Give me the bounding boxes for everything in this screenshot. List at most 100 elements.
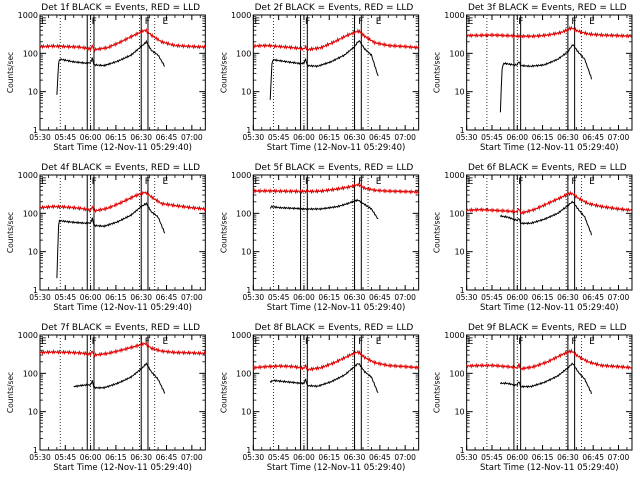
y-tick-label: 10 [28, 88, 38, 97]
time-marker-F: F [145, 177, 150, 187]
plot-frame [252, 334, 420, 451]
y-tick-label: 1 [460, 446, 465, 455]
time-marker-E: E [376, 17, 382, 27]
time-marker-F: F [305, 177, 310, 187]
time-marker-F: F [571, 17, 576, 27]
time-marker-E: E [41, 17, 47, 27]
time-marker-F: F [571, 337, 576, 347]
x-tick-label: 06:00 [80, 453, 102, 462]
time-marker-F: F [305, 337, 310, 347]
plot-frame [466, 14, 633, 131]
y-tick-label: 10 [454, 88, 464, 97]
flare-window-band [567, 174, 576, 291]
x-tick-label: 06:45 [582, 453, 604, 462]
y-tick-label: 1000 [18, 331, 38, 340]
x-axis-label: Start Time (12-Nov-11 05:29:40) [53, 143, 192, 153]
y-tick-label: 10 [28, 248, 38, 257]
time-marker-E: E [254, 337, 260, 347]
y-tick-label: 10 [241, 88, 251, 97]
events-series-line [56, 201, 166, 279]
panel-title: Det 5f BLACK = Events, RED = LLD [255, 163, 414, 173]
y-tick-label: 1 [33, 126, 38, 135]
x-tick-label: 06:15 [318, 453, 340, 462]
plot-frame [466, 334, 633, 451]
y-axis-label: Counts/sec [219, 52, 228, 93]
x-axis-label: Start Time (12-Nov-11 05:29:40) [267, 143, 406, 153]
time-marker-F: F [305, 17, 310, 27]
y-tick-label: 100 [449, 209, 464, 218]
y-tick-label: 10 [454, 248, 464, 257]
lld-series-line [252, 349, 420, 372]
y-tick-label: 1 [246, 446, 251, 455]
x-tick-label: 06:15 [318, 133, 340, 142]
y-tick-label: 100 [449, 49, 464, 58]
x-tick-label: 06:30 [130, 293, 152, 302]
x-tick-label: 07:00 [181, 293, 203, 302]
panel-det-4: Det 4f BLACK = Events, RED = LLD 1 10 100 10… [6, 163, 206, 313]
x-tick-label: 06:45 [582, 133, 604, 142]
x-tick-label: 06:45 [582, 293, 604, 302]
x-tick-label: 06:30 [344, 133, 366, 142]
y-tick-label: 1000 [444, 331, 464, 340]
lld-series-line [252, 28, 419, 52]
plot-frame [252, 14, 420, 131]
time-marker-E: E [41, 337, 47, 347]
y-tick-label: 100 [236, 49, 251, 58]
x-tick-label: 05:30 [29, 453, 51, 462]
y-tick-label: 1 [33, 286, 38, 295]
x-axis-label: Start Time (12-Nov-11 05:29:40) [267, 463, 406, 473]
panel-title: Det 8f BLACK = Events, RED = LLD [255, 323, 414, 333]
lld-series-line [252, 182, 420, 195]
time-marker-E: E [162, 337, 168, 347]
x-tick-label: 07:00 [394, 293, 416, 302]
y-axis-label: Counts/sec [219, 212, 228, 253]
x-tick-label: 06:00 [293, 293, 315, 302]
x-axis-label: Start Time (12-Nov-11 05:29:40) [267, 303, 406, 313]
y-axis-label: Counts/sec [219, 372, 228, 413]
x-tick-label: 05:45 [481, 293, 503, 302]
x-tick-label: 06:15 [532, 133, 554, 142]
x-tick-label: 06:30 [557, 453, 579, 462]
x-axis-label: Start Time (12-Nov-11 05:29:40) [480, 463, 619, 473]
time-marker-E: E [376, 337, 382, 347]
lld-series-line [39, 341, 206, 358]
x-axis-label: Start Time (12-Nov-11 05:29:40) [480, 303, 619, 313]
time-marker-E: E [254, 17, 260, 27]
x-tick-label: 06:15 [532, 293, 554, 302]
y-tick-label: 100 [23, 49, 38, 58]
x-tick-label: 05:30 [243, 453, 265, 462]
y-axis-label: Counts/sec [433, 212, 442, 253]
x-tick-label: 07:00 [181, 133, 203, 142]
x-tick-label: 05:45 [268, 293, 290, 302]
x-tick-label: 05:45 [54, 133, 76, 142]
panel-title: Det 1f BLACK = Events, RED = LLD [41, 3, 200, 13]
panel-det-7: Det 7f BLACK = Events, RED = LLD 1 10 100 10… [6, 323, 206, 473]
y-axis-label: Counts/sec [6, 52, 15, 93]
x-tick-label: 05:30 [243, 293, 265, 302]
lld-series-line [466, 25, 633, 40]
plot-frame [466, 174, 633, 291]
y-axis-label: Counts/sec [433, 372, 442, 413]
x-tick-label: 05:30 [456, 133, 478, 142]
time-marker-F: F [571, 177, 576, 187]
y-tick-label: 1 [460, 286, 465, 295]
x-tick-label: 06:15 [318, 293, 340, 302]
y-tick-label: 100 [23, 369, 38, 378]
y-axis-label: Counts/sec [6, 372, 15, 413]
x-tick-label: 07:00 [394, 133, 416, 142]
time-marker-E: E [468, 177, 474, 187]
panel-title: Det 7f BLACK = Events, RED = LLD [41, 323, 200, 333]
x-tick-label: 06:45 [156, 293, 178, 302]
x-axis-label: Start Time (12-Nov-11 05:29:40) [53, 463, 192, 473]
time-marker-E: E [376, 177, 382, 187]
panel-title: Det 6f BLACK = Events, RED = LLD [468, 163, 627, 173]
x-tick-label: 06:45 [156, 133, 178, 142]
panel-det-3: Det 3f BLACK = Events, RED = LLD 1 10 100 10… [433, 3, 633, 153]
y-axis-label: Counts/sec [6, 212, 15, 253]
plot-frame [39, 174, 206, 291]
panel-title: Det 9f BLACK = Events, RED = LLD [468, 323, 627, 333]
x-tick-label: 06:45 [156, 453, 178, 462]
y-tick-label: 1000 [444, 11, 464, 20]
events-series-line [269, 363, 379, 393]
x-tick-label: 05:30 [456, 453, 478, 462]
